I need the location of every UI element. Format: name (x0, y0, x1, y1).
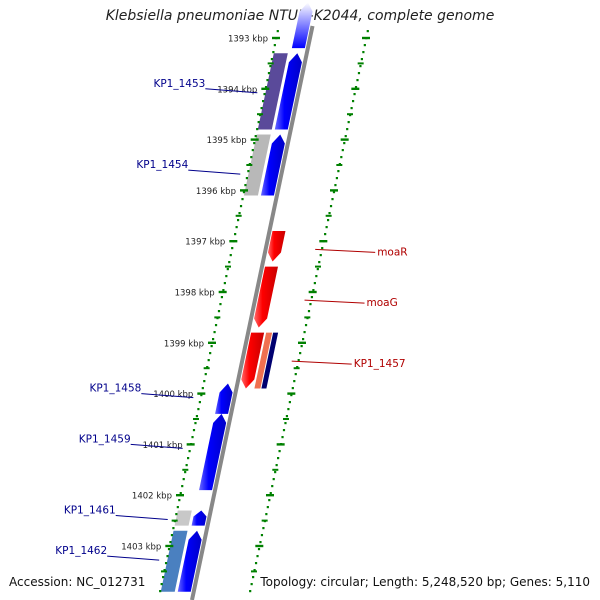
ruler-tick-left (175, 494, 184, 497)
ruler-minor-tick-left (246, 164, 253, 166)
ruler-minor-tick-right (293, 367, 300, 370)
ruler-tick-right (287, 392, 296, 395)
feature-label-kp1-1459[interactable]: KP1_1459 (79, 433, 131, 445)
ruler-tick-label: 1393 kbp (228, 35, 268, 45)
ruler-minor-tick-right (357, 62, 364, 65)
ruler-minor-tick-left (160, 570, 167, 573)
ruler-tick-right (297, 341, 306, 344)
forward-gene-arrow[interactable] (199, 413, 227, 491)
genome-summary-text: Topology: circular; Length: 5,248,520 bp… (260, 575, 590, 589)
ruler-tick-left (197, 392, 206, 395)
accession-text: Accession: NC_012731 (9, 575, 146, 589)
ruler-tick-label: 1403 kbp (121, 543, 161, 553)
leader-line (291, 360, 352, 365)
ruler-minor-tick-right (346, 113, 353, 116)
genome-axis (190, 25, 315, 600)
ruler-minor-tick-right (250, 570, 257, 573)
ruler-tick-right (308, 290, 317, 294)
leader-line (115, 515, 168, 521)
ruler-minor-tick-left (192, 418, 199, 420)
reverse-gene-arrow[interactable] (267, 231, 286, 262)
ruler-tick-left (207, 341, 216, 344)
ruler-tick-label: 1395 kbp (207, 136, 247, 146)
feature-label-kp1-1461[interactable]: KP1_1461 (64, 505, 116, 517)
ruler-minor-tick-right (314, 265, 321, 268)
ruler-minor-tick-right (282, 418, 289, 420)
ruler-minor-tick-right (325, 214, 332, 217)
ruler-tick-right (340, 138, 349, 141)
ruler-minor-tick-right (261, 519, 268, 522)
feature-box-secondary[interactable] (261, 332, 279, 389)
forward-gene-arrow[interactable] (215, 383, 233, 414)
leader-line (205, 88, 258, 94)
ruler-minor-tick-right (272, 468, 279, 471)
ruler-tick-right (276, 443, 285, 446)
ruler-minor-tick-left (171, 519, 178, 522)
ruler-tick-left (165, 544, 174, 548)
feature-label-kp1-1453[interactable]: KP1_1453 (153, 78, 205, 90)
leader-line (304, 299, 365, 304)
ruler-tick-label: 1400 kbp (153, 390, 193, 400)
ruler-minor-tick-left (267, 62, 274, 65)
forward-gene-arrow[interactable] (177, 530, 202, 592)
feature-label-kp1-1458[interactable]: KP1_1458 (89, 383, 141, 395)
ruler-minor-tick-left (224, 265, 231, 268)
ruler-minor-tick-left (203, 367, 210, 370)
ruler-tick-left (218, 290, 227, 294)
feature-box[interactable] (257, 53, 288, 130)
leader-line (188, 169, 241, 175)
feature-box[interactable] (160, 530, 188, 592)
ruler-tick-right (265, 494, 274, 497)
reverse-gene-arrow[interactable] (254, 266, 278, 328)
ruler-minor-tick-left (214, 316, 221, 319)
leader-line (130, 443, 183, 449)
ruler-minor-tick-left (256, 113, 263, 116)
ruler-tick-right (329, 189, 338, 192)
forward-gene-arrow[interactable] (260, 134, 285, 196)
feature-label-kp1-1457[interactable]: KP1_1457 (354, 358, 406, 370)
ruler-minor-tick-left (235, 214, 242, 217)
feature-label-kp1-1462[interactable]: KP1_1462 (55, 545, 107, 557)
ruler-tick-left (186, 443, 195, 446)
ruler-tick-left (250, 138, 259, 141)
ruler-tick-left (239, 189, 248, 192)
feature-box[interactable] (254, 332, 273, 389)
ruler-tick-label: 1396 kbp (196, 187, 236, 197)
ruler-tick-left (261, 87, 270, 90)
feature-box[interactable] (243, 134, 271, 196)
ruler-minor-tick-right (304, 316, 311, 319)
ruler-minor-tick-right (336, 164, 343, 166)
ruler-tick-right (351, 87, 360, 90)
ruler-tick-label: 1399 kbp (164, 339, 204, 349)
ruler-tick-right (319, 240, 328, 243)
ruler-tick-left (272, 36, 280, 40)
ruler-tick-label: 1397 kbp (185, 238, 225, 248)
feature-box[interactable] (174, 510, 192, 526)
feature-label-moag[interactable]: moaG (367, 297, 398, 309)
feature-label-moar[interactable]: moaR (377, 246, 407, 258)
ruler-tick-right (362, 36, 370, 40)
ruler-tick-label: 1402 kbp (132, 492, 172, 502)
leader-line (107, 555, 160, 561)
ruler-tick-label: 1394 kbp (217, 85, 257, 95)
ruler-tick-right (255, 544, 264, 548)
ruler-tick-label: 1398 kbp (175, 289, 215, 299)
forward-gene-arrow[interactable] (274, 53, 302, 130)
ruler-tick-label: 1401 kbp (143, 441, 183, 451)
feature-label-kp1-1454[interactable]: KP1_1454 (136, 159, 188, 171)
ruler-tick-left (229, 240, 238, 243)
leader-line (141, 393, 194, 399)
ruler-minor-tick-left (182, 468, 189, 471)
leader-line (315, 248, 376, 253)
forward-gene-arrow[interactable] (291, 2, 313, 49)
reverse-gene-arrow[interactable] (241, 332, 265, 389)
forward-gene-arrow[interactable] (191, 510, 207, 526)
